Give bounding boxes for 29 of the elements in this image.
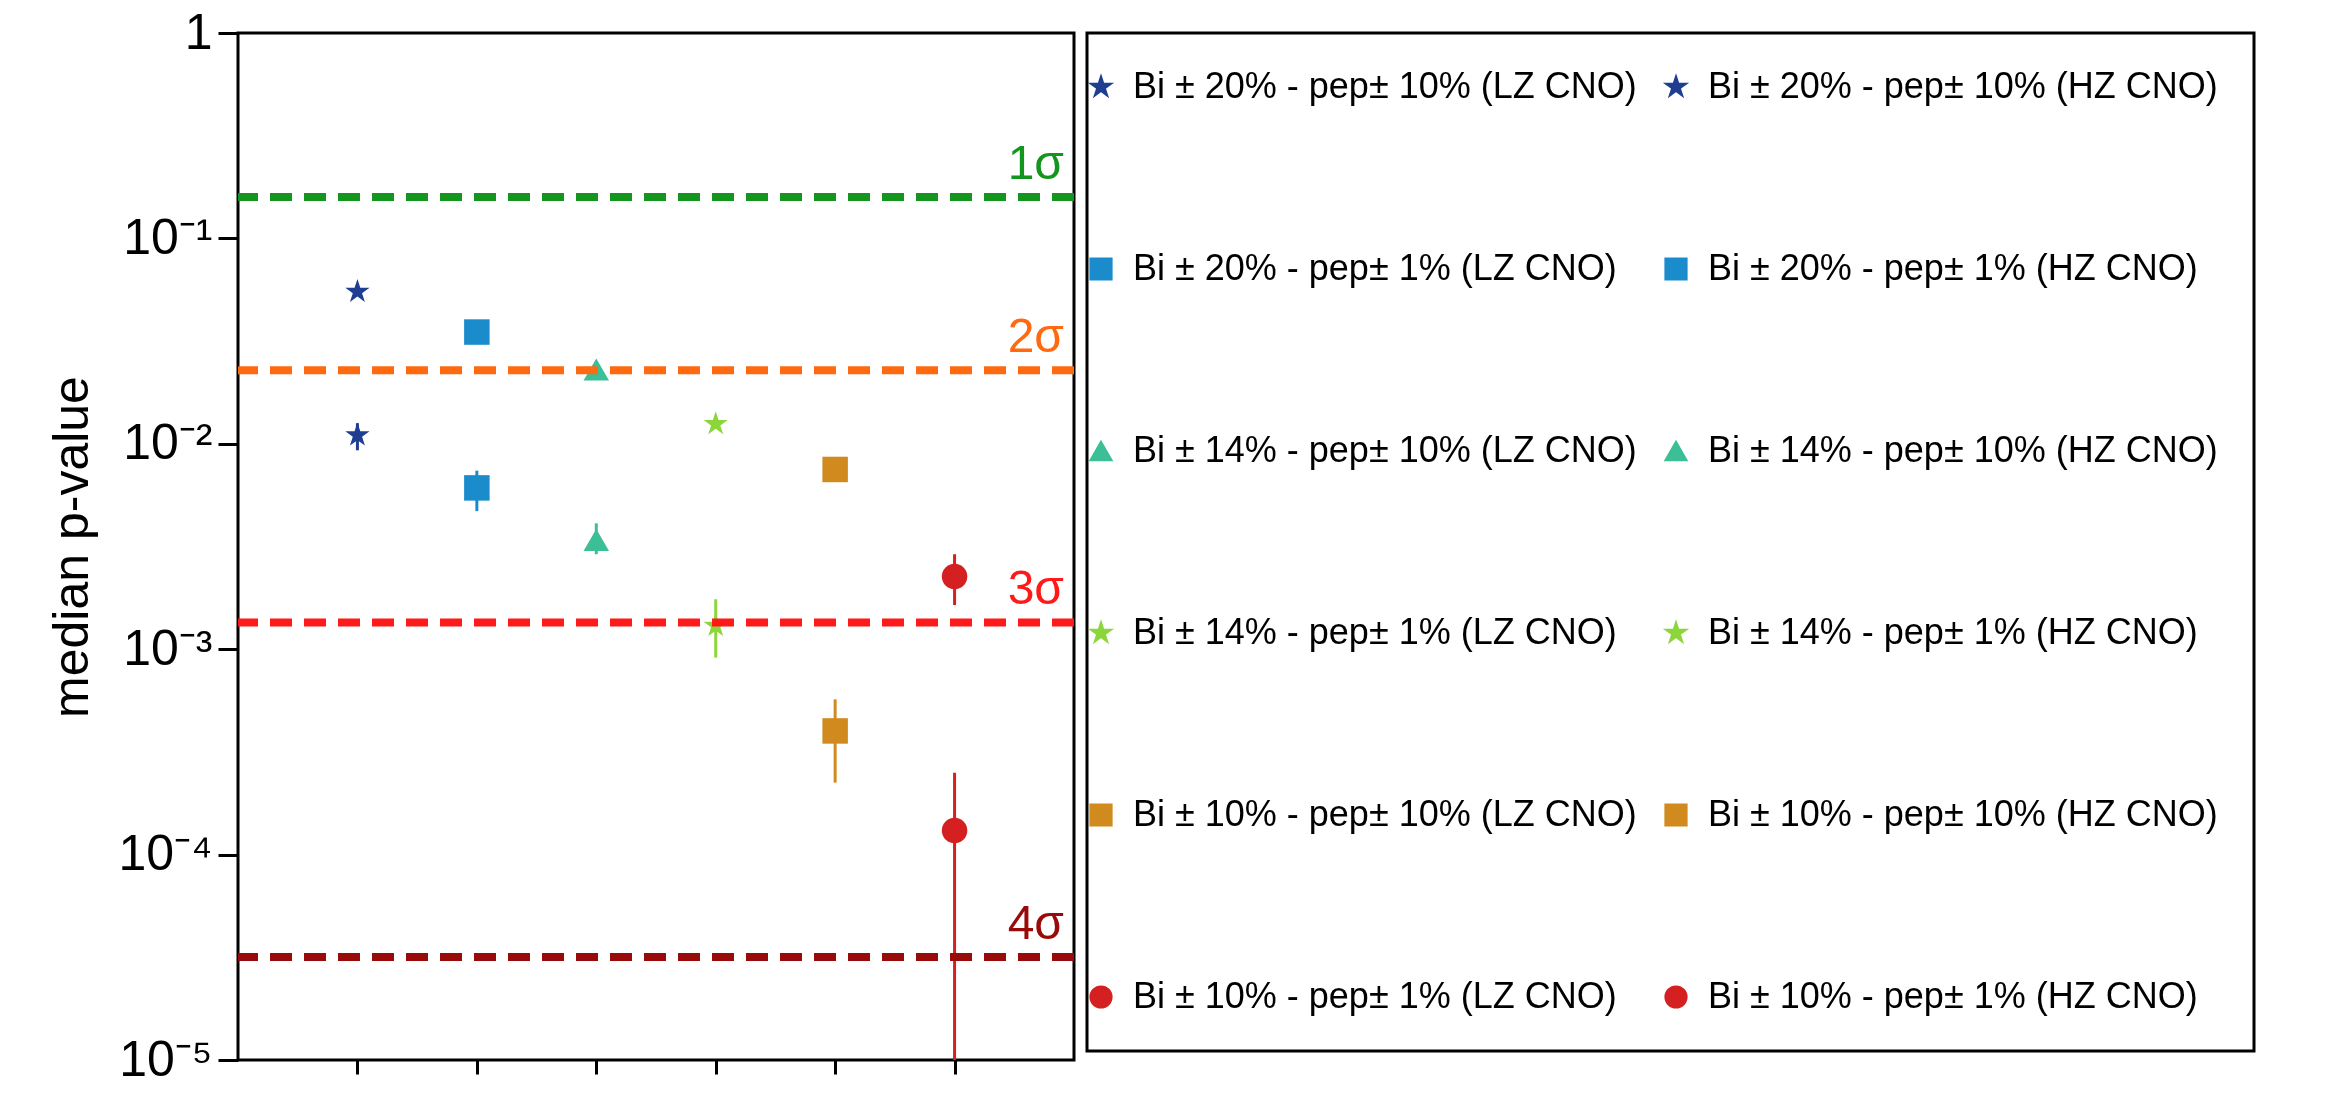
point — [345, 278, 370, 303]
legend-label: Bi ± 14% - pep± 1% (HZ CNO) — [1708, 611, 2198, 652]
point — [464, 475, 490, 501]
ref-line-label: 2σ — [1007, 309, 1064, 363]
legend-label: Bi ± 10% - pep± 1% (LZ CNO) — [1133, 975, 1617, 1016]
y-tick-label: 10⁻⁴ — [118, 825, 213, 882]
legend-label: Bi ± 14% - pep± 1% (LZ CNO) — [1133, 611, 1617, 652]
y-tick-label: 10⁻⁵ — [119, 1030, 213, 1087]
legend-label: Bi ± 14% - pep± 10% (LZ CNO) — [1133, 429, 1637, 470]
legend-label: Bi ± 20% - pep± 10% (LZ CNO) — [1133, 65, 1637, 106]
point — [822, 456, 848, 483]
legend-label: Bi ± 20% - pep± 10% (HZ CNO) — [1708, 65, 2218, 106]
y-axis-title: median p-value — [43, 376, 100, 718]
legend-label: Bi ± 10% - pep± 1% (HZ CNO) — [1708, 975, 2198, 1016]
legend-label: Bi ± 14% - pep± 10% (HZ CNO) — [1708, 429, 2218, 470]
legend-label: Bi ± 10% - pep± 10% (LZ CNO) — [1133, 793, 1637, 834]
point — [464, 319, 490, 345]
y-tick-label: 1 — [184, 3, 213, 60]
y-tick-label: 10⁻¹ — [123, 208, 213, 265]
legend-label: Bi ± 10% - pep± 10% (HZ CNO) — [1708, 793, 2218, 834]
point — [822, 718, 848, 744]
y-tick-label: 10⁻³ — [123, 619, 213, 676]
legend-label: Bi ± 20% - pep± 1% (LZ CNO) — [1133, 247, 1617, 288]
legend-label: Bi ± 20% - pep± 1% (HZ CNO) — [1708, 247, 2198, 288]
ref-line-label: 3σ — [1007, 561, 1064, 615]
ref-line-label: 1σ — [1007, 136, 1064, 190]
point — [703, 411, 728, 435]
y-tick-label: 10⁻² — [123, 414, 213, 471]
ref-line-label: 4σ — [1007, 896, 1064, 950]
